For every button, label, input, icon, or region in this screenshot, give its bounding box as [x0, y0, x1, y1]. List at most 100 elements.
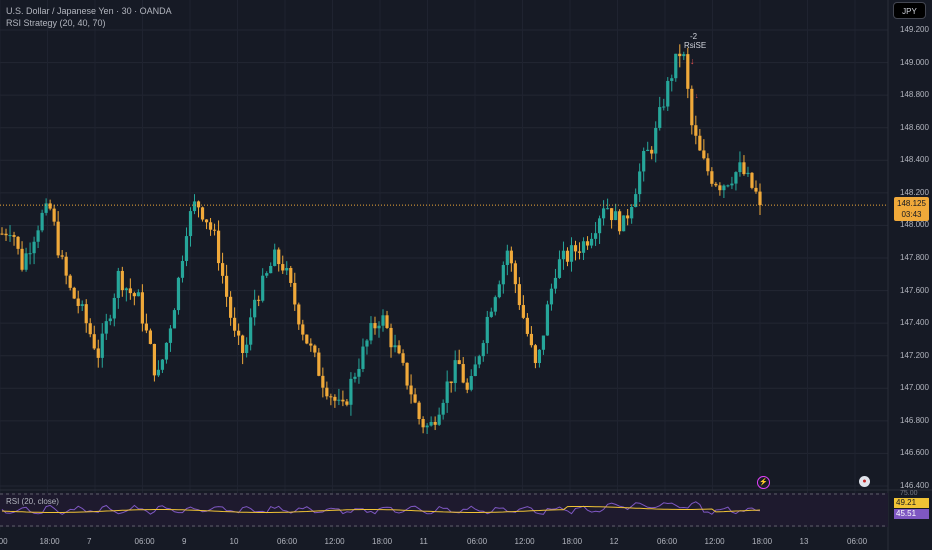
candle-body: [694, 125, 698, 136]
candle-body: [465, 382, 469, 390]
candle-body: [317, 352, 321, 376]
candle-body: [381, 315, 385, 326]
candle-body: [750, 172, 754, 188]
candle-body: [28, 253, 32, 255]
candle-body: [702, 150, 706, 159]
candle-body: [224, 275, 229, 297]
price-tick: 148.800: [900, 90, 929, 100]
candle-body: [12, 235, 16, 237]
candle-body: [521, 305, 525, 318]
candle-body: [36, 230, 40, 242]
time-tick: 12:00: [704, 537, 725, 546]
candle-body: [253, 299, 257, 318]
candle-body: [706, 158, 710, 172]
time-tick: 06:00: [847, 537, 868, 546]
lightning-icon[interactable]: ⚡: [757, 476, 770, 489]
symbol-title[interactable]: U.S. Dollar / Japanese Yen · 30 · OANDA: [6, 6, 172, 16]
candle-body: [561, 250, 566, 260]
candle-body: [405, 362, 409, 386]
candle-body: [710, 171, 714, 184]
candle-body: [674, 53, 678, 79]
candle-body: [401, 353, 405, 363]
currency-button[interactable]: JPY: [893, 2, 926, 19]
time-tick: 11: [419, 537, 428, 546]
candle-body: [597, 218, 602, 234]
candle-body: [88, 323, 92, 335]
rsi-level-label: 75.00: [900, 490, 918, 497]
candle-body: [337, 399, 341, 401]
candle-body: [128, 288, 132, 294]
time-tick: 06:00: [134, 537, 155, 546]
candle-body: [293, 282, 297, 305]
candle-body: [132, 293, 136, 297]
candle-body: [618, 211, 622, 232]
candle-body: [96, 348, 100, 358]
candle-body: [670, 78, 674, 81]
candle-body: [545, 304, 550, 336]
candle-body: [441, 402, 445, 415]
candle-body: [718, 185, 722, 191]
time-tick: 06:00: [467, 537, 488, 546]
candle-body: [8, 235, 12, 237]
candle-body: [485, 316, 489, 344]
candle-body: [501, 265, 505, 285]
candle-body: [309, 343, 313, 346]
candle-body: [557, 259, 562, 278]
candle-body: [513, 263, 517, 285]
candle-body: [738, 162, 742, 173]
candle-body: [208, 222, 213, 230]
candle-body: [453, 360, 457, 384]
candle-body: [634, 194, 638, 208]
price-tick: 146.400: [900, 481, 929, 490]
candle-body: [650, 149, 654, 154]
price-tick: 148.400: [900, 155, 929, 165]
candle-body: [68, 275, 72, 288]
candle-body: [60, 255, 64, 257]
candle-body: [329, 396, 333, 398]
candle-body: [277, 249, 281, 265]
bar-countdown: 03:43: [901, 210, 922, 220]
candle-body: [204, 219, 209, 223]
rsi-legend[interactable]: RSI (20, close): [6, 497, 59, 506]
candle-body: [52, 208, 56, 222]
price-tick: 149.000: [900, 57, 929, 67]
candle-body: [44, 203, 48, 213]
candle-body: [40, 212, 44, 231]
candle-body: [686, 54, 690, 89]
time-tick: 12:00: [514, 537, 535, 546]
candle-body: [32, 241, 36, 254]
price-tick: 148.600: [900, 122, 929, 132]
candle-body: [385, 315, 389, 328]
candle-body: [457, 360, 461, 365]
candle-body: [285, 267, 289, 271]
candle-body: [614, 211, 618, 221]
candle-body: [417, 402, 421, 420]
strategy-legend[interactable]: RSI Strategy (20, 40, 70): [6, 18, 106, 28]
candle-body: [112, 297, 116, 319]
candle-body: [722, 185, 726, 191]
candle-body: [493, 297, 497, 312]
candle-body: [200, 207, 205, 220]
candle-body: [658, 107, 662, 128]
us-flag-icon[interactable]: ●: [859, 476, 870, 487]
price-tick: 147.400: [900, 318, 929, 328]
candle-body: [622, 215, 626, 232]
candle-body: [397, 345, 401, 354]
time-tick: 06:00: [277, 537, 298, 546]
candle-body: [152, 343, 157, 376]
candle-body: [754, 187, 758, 192]
candle-body: [297, 304, 301, 325]
candle-body: [638, 171, 642, 195]
candle-body: [489, 311, 493, 317]
candle-body: [437, 414, 441, 425]
candle-body: [549, 288, 554, 305]
candle-body: [449, 381, 453, 384]
candle-body: [212, 229, 217, 231]
candle-body: [389, 327, 393, 348]
candle-body: [100, 333, 104, 358]
candle-body: [678, 53, 682, 57]
candle-body: [80, 304, 84, 306]
candle-body: [172, 310, 177, 329]
candle-body: [409, 385, 413, 395]
